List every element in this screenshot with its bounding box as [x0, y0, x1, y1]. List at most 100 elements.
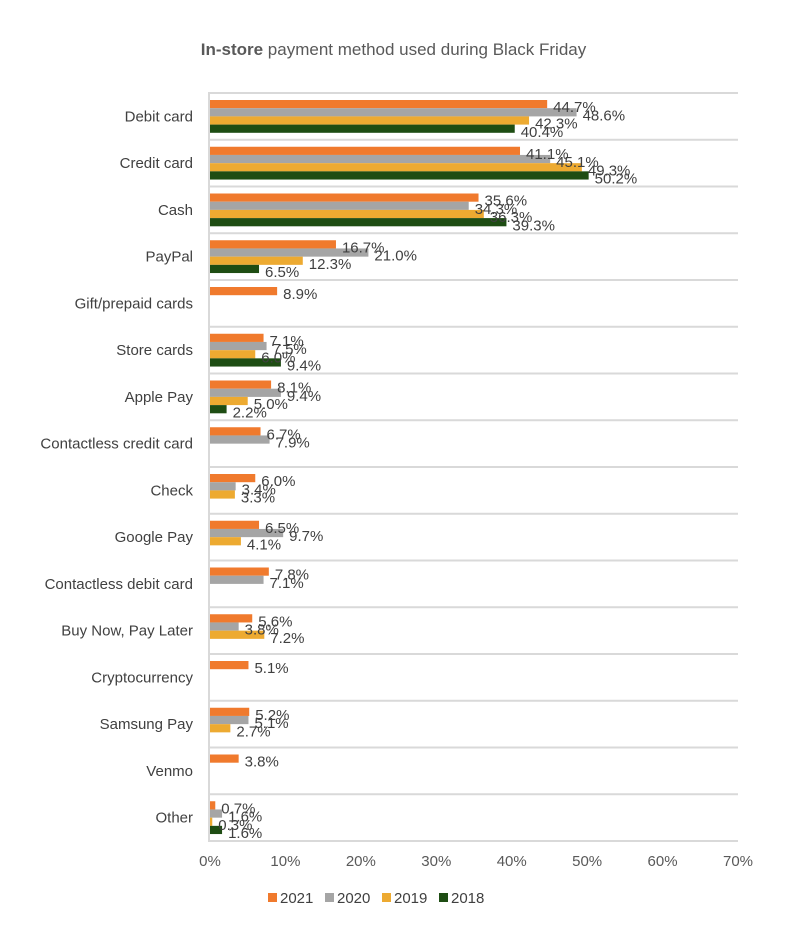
data-label-2021: 6.0%	[261, 473, 295, 490]
category-label: Buy Now, Pay Later	[61, 623, 193, 640]
data-label-2020: 7.1%	[270, 575, 304, 592]
bar-2019	[210, 817, 213, 826]
legend-label-2021: 2021	[280, 890, 313, 907]
bar-2018	[210, 124, 515, 133]
category-label: Venmo	[146, 763, 193, 780]
data-label-2018: 39.3%	[512, 217, 555, 234]
data-label-2021: 5.1%	[254, 660, 288, 677]
bar-2018	[210, 405, 227, 414]
data-label-2018: 40.4%	[521, 124, 564, 141]
bar-2021	[210, 520, 260, 529]
data-label-layer: 44.7%48.6% 42.3%40.4% 41.1%45.1%49.3%50.2%…	[218, 99, 637, 842]
bar-2018	[210, 171, 589, 180]
x-tick-label: 20%	[346, 853, 376, 870]
data-label-2021: 16.7%	[342, 239, 385, 256]
bar-2020	[210, 201, 469, 210]
category-label: Apple Pay	[125, 389, 194, 406]
data-label-2020: 9.7%	[289, 528, 323, 545]
chart-title-rest: payment method used during Black Friday	[263, 40, 587, 59]
data-label-2020: 21.0%	[374, 248, 417, 265]
data-label-2021: 6.7%	[267, 426, 301, 443]
data-label-2019: 12.3%	[309, 256, 352, 273]
bar-2021	[210, 193, 479, 202]
legend-label-2019: 2019	[394, 890, 427, 907]
bar-2021	[210, 380, 272, 389]
bar-2020	[210, 528, 284, 538]
bar-2020	[210, 809, 223, 818]
data-label-2019: 4.1%	[247, 536, 281, 553]
bar-2021	[210, 333, 264, 342]
data-label-2018: 50.2%	[595, 171, 638, 188]
data-label-2021: 7.8%	[275, 567, 309, 584]
value-axis: 0% 10% 20% 30% 40% 50% 60% 70%	[199, 853, 753, 870]
bar-2020	[210, 435, 270, 444]
x-tick-label: 60%	[648, 853, 678, 870]
data-label-2020: 1.6%	[228, 809, 262, 826]
bar-2020	[210, 575, 264, 584]
category-axis: Debit card Credit card Cash PayPal Gift/prep…	[40, 108, 193, 826]
bar-2019	[210, 350, 256, 359]
category-label: Contactless credit card	[40, 436, 193, 453]
bar-2021	[210, 474, 256, 483]
data-label-2021: 41.1%	[526, 146, 569, 163]
category-label: Debit card	[125, 108, 193, 125]
bar-2020	[210, 154, 551, 164]
data-label-2020: 9.4%	[287, 388, 321, 405]
bar-2020	[210, 388, 281, 397]
bar-2020	[210, 622, 239, 631]
data-label-2020: 7.9%	[276, 435, 310, 452]
grid-layer	[208, 92, 738, 842]
data-label-2020: 45.1%	[556, 154, 599, 171]
data-label-2021: 7.1%	[270, 333, 304, 350]
bar-2019	[210, 724, 231, 733]
bar-2021	[210, 567, 269, 576]
bar-2021	[210, 754, 239, 763]
bar-layer	[210, 100, 589, 835]
data-label-2021: 8.1%	[277, 380, 311, 397]
data-label-2018: 9.4%	[287, 358, 321, 375]
data-label-2021: 44.7%	[553, 99, 596, 116]
bar-2021	[210, 801, 216, 810]
bar-2021	[210, 707, 250, 716]
data-label-2018: 1.6%	[228, 825, 262, 842]
legend-swatch-2021	[268, 893, 277, 902]
data-label-2018: 6.5%	[265, 264, 299, 281]
data-label-2019: 3.3%	[241, 490, 275, 507]
bar-2020	[210, 248, 369, 257]
bar-2019	[210, 490, 235, 499]
x-tick-label: 30%	[421, 853, 451, 870]
bar-2021	[210, 287, 278, 296]
data-label-2019: 0.3%	[218, 817, 252, 834]
category-label: Cryptocurrency	[91, 669, 193, 686]
data-label-2019: 49.3%	[588, 162, 631, 179]
data-label-2021: 3.8%	[245, 754, 279, 771]
category-label: Other	[155, 810, 193, 827]
bar-2018	[210, 218, 507, 227]
bar-2019	[210, 163, 582, 172]
x-tick-label: 70%	[723, 853, 753, 870]
bar-2021	[210, 146, 521, 155]
bar-2020	[210, 341, 267, 351]
chart-title: In-store payment method used during Blac…	[0, 40, 787, 60]
bar-2019	[210, 396, 248, 406]
bar-2021	[210, 240, 336, 249]
category-label: Gift/prepaid cards	[75, 295, 193, 312]
legend-label-2018: 2018	[451, 890, 484, 907]
bar-2019	[210, 209, 484, 219]
category-label: Store cards	[116, 342, 193, 359]
data-label-2018: 2.2%	[233, 404, 267, 421]
category-label: Cash	[158, 202, 193, 219]
bar-2018	[210, 358, 281, 367]
data-label-2020: 48.6%	[583, 107, 626, 124]
category-label: Credit card	[120, 155, 193, 172]
data-label-2019: 36.3%	[490, 209, 533, 226]
legend: 2021 2020 2019 2018	[268, 890, 484, 907]
legend-swatch-2020	[325, 893, 334, 902]
legend-swatch-2019	[382, 893, 391, 902]
x-tick-label: 40%	[497, 853, 527, 870]
data-label-2021: 0.7%	[221, 800, 255, 817]
chart-title-bold: In-store	[200, 40, 264, 59]
bar-2018	[210, 825, 223, 835]
x-tick-label: 50%	[572, 853, 602, 870]
